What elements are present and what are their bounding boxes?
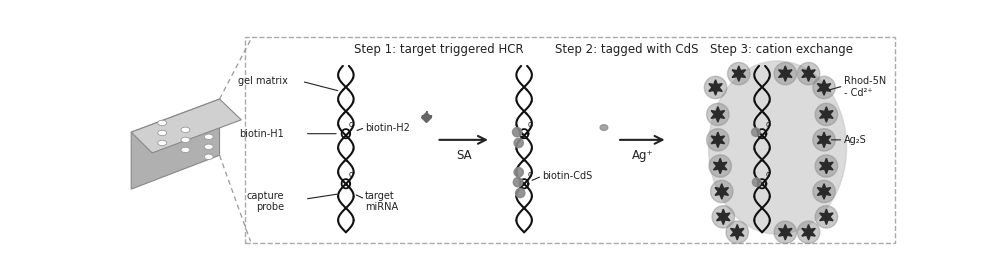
Text: biotin-H2: biotin-H2 [365, 123, 410, 132]
Polygon shape [131, 99, 220, 189]
Text: biotin-H1: biotin-H1 [239, 129, 284, 139]
Text: SA: SA [456, 149, 471, 162]
Text: Ag⁺: Ag⁺ [632, 149, 654, 162]
Circle shape [813, 76, 835, 99]
Polygon shape [711, 132, 725, 148]
Ellipse shape [158, 140, 167, 146]
Text: Rhod-5N: Rhod-5N [844, 76, 886, 86]
Text: c: c [527, 170, 531, 179]
Circle shape [513, 178, 523, 187]
Text: Step 2: tagged with CdS: Step 2: tagged with CdS [555, 43, 699, 56]
Circle shape [774, 62, 797, 85]
Ellipse shape [709, 61, 847, 234]
Polygon shape [715, 184, 728, 199]
Circle shape [815, 103, 838, 126]
Text: target
miRNA: target miRNA [365, 191, 398, 212]
Ellipse shape [600, 125, 608, 130]
Polygon shape [802, 225, 815, 240]
Polygon shape [820, 158, 833, 174]
Ellipse shape [204, 134, 213, 139]
Polygon shape [817, 132, 831, 148]
Ellipse shape [158, 130, 167, 136]
Circle shape [707, 129, 729, 151]
Circle shape [774, 221, 797, 243]
Polygon shape [713, 158, 727, 174]
Circle shape [752, 178, 761, 186]
Polygon shape [709, 80, 722, 95]
Text: gel matrix: gel matrix [238, 76, 288, 86]
Ellipse shape [158, 120, 167, 126]
FancyBboxPatch shape [245, 37, 895, 243]
Polygon shape [717, 209, 730, 225]
Circle shape [707, 103, 729, 126]
Ellipse shape [181, 147, 190, 153]
Circle shape [815, 155, 838, 177]
Circle shape [752, 128, 760, 136]
Text: c: c [765, 120, 769, 129]
Text: capture
probe: capture probe [246, 191, 284, 212]
Circle shape [728, 62, 750, 85]
Circle shape [514, 138, 523, 148]
Polygon shape [779, 66, 792, 81]
Polygon shape [820, 209, 833, 225]
Polygon shape [817, 80, 831, 95]
Circle shape [709, 155, 731, 177]
Text: c: c [349, 120, 353, 129]
Circle shape [514, 167, 523, 177]
Circle shape [711, 180, 733, 203]
Polygon shape [820, 107, 833, 122]
Circle shape [516, 188, 525, 198]
Polygon shape [131, 99, 241, 153]
Text: Step 1: target triggered HCR: Step 1: target triggered HCR [354, 43, 523, 56]
Circle shape [797, 221, 820, 243]
Text: c: c [765, 170, 769, 179]
Circle shape [813, 129, 835, 151]
Text: - Cd²⁺: - Cd²⁺ [844, 88, 873, 98]
Text: +: + [419, 108, 433, 126]
Circle shape [704, 76, 727, 99]
Circle shape [726, 221, 748, 243]
Text: Step 3: cation exchange: Step 3: cation exchange [710, 43, 853, 56]
Circle shape [512, 127, 522, 137]
Polygon shape [779, 225, 792, 240]
Polygon shape [711, 107, 725, 122]
Circle shape [712, 206, 735, 228]
Polygon shape [817, 184, 831, 199]
Text: c: c [349, 170, 353, 179]
Circle shape [797, 62, 820, 85]
Text: Ag₂S: Ag₂S [844, 135, 867, 145]
Ellipse shape [181, 137, 190, 143]
Text: biotin-CdS: biotin-CdS [542, 171, 592, 181]
Text: c: c [527, 120, 531, 129]
Circle shape [815, 206, 838, 228]
Ellipse shape [204, 144, 213, 150]
Circle shape [813, 180, 835, 203]
Polygon shape [732, 66, 746, 81]
Ellipse shape [204, 154, 213, 160]
Ellipse shape [181, 127, 190, 132]
Polygon shape [731, 225, 744, 240]
Polygon shape [802, 66, 815, 81]
